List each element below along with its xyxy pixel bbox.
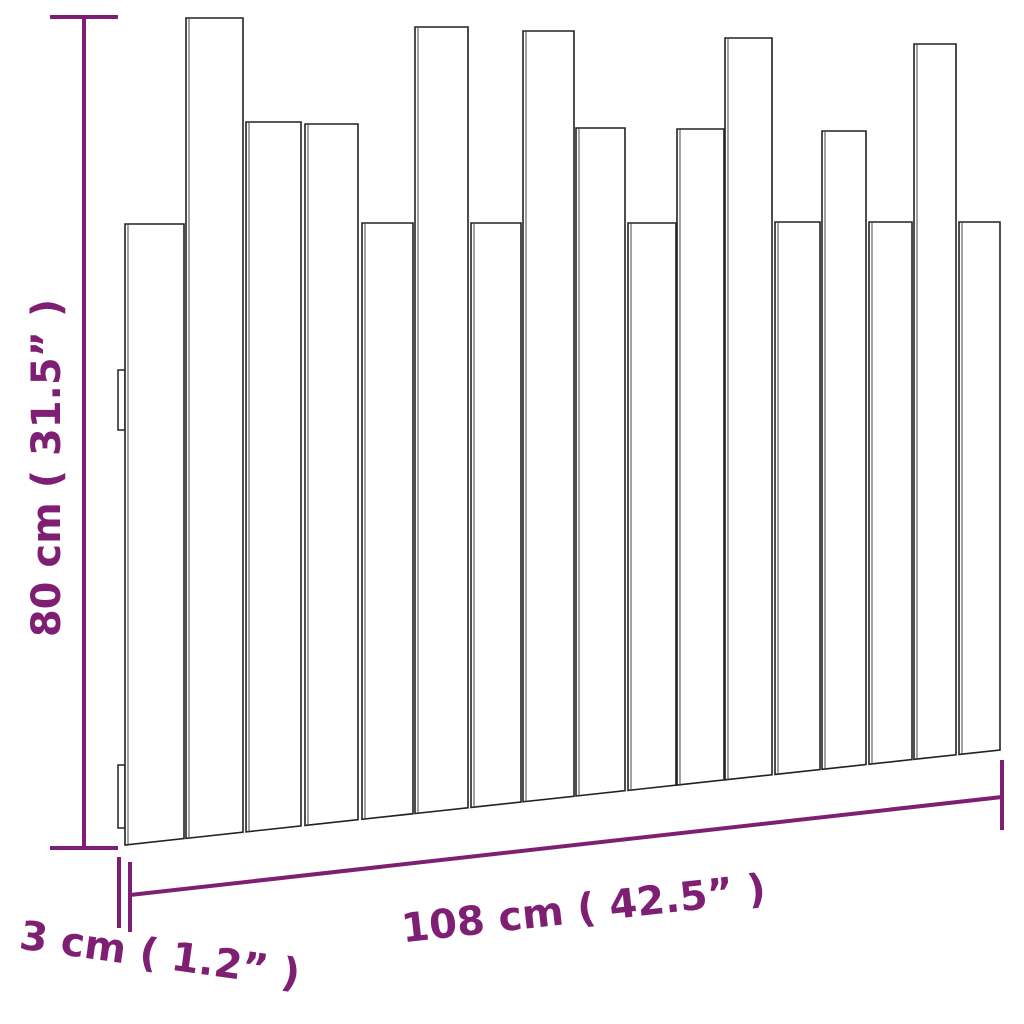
headboard-planks xyxy=(117,17,1001,846)
plank xyxy=(774,221,821,776)
plank xyxy=(724,37,773,781)
plank xyxy=(304,123,359,827)
plank xyxy=(470,222,522,809)
width-dimension-line xyxy=(129,795,1003,897)
height-label: 80 cm ( 31.5” ) xyxy=(24,299,70,637)
plank xyxy=(245,121,302,833)
plank xyxy=(522,30,575,803)
mounting-bracket xyxy=(117,369,126,431)
dimension-lines xyxy=(50,15,1004,932)
plank xyxy=(913,43,957,761)
plank xyxy=(676,128,725,786)
plank xyxy=(185,17,244,840)
plank xyxy=(361,222,414,821)
plank xyxy=(575,127,626,797)
plank xyxy=(958,221,1001,756)
plank xyxy=(414,26,469,815)
depth-label: 3 cm ( 1.2” ) xyxy=(17,913,303,998)
mounting-bracket xyxy=(117,764,126,829)
plank xyxy=(821,130,867,771)
width-label: 108 cm ( 42.5” ) xyxy=(399,866,768,953)
plank xyxy=(627,222,677,792)
plank xyxy=(868,221,913,766)
plank xyxy=(124,223,185,846)
